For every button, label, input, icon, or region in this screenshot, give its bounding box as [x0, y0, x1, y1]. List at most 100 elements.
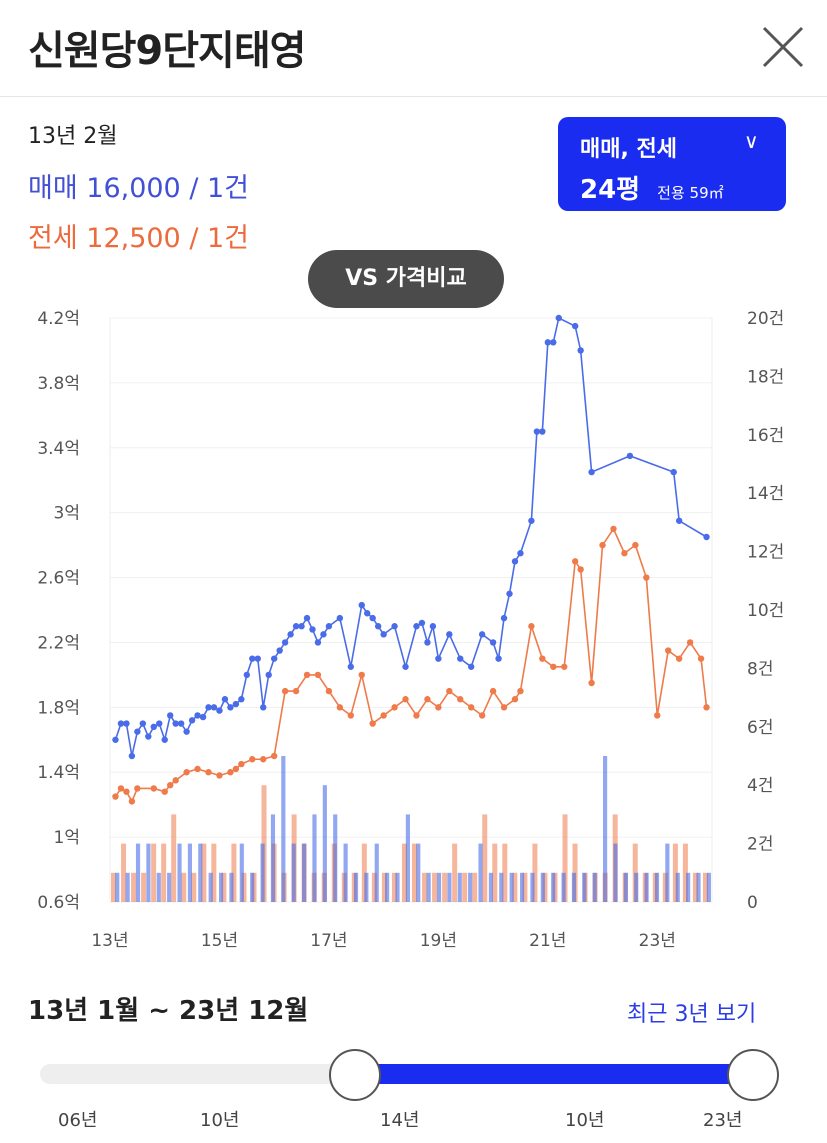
data-point — [571, 322, 579, 330]
slider-tick: 10년 — [565, 1110, 605, 1131]
data-point — [577, 347, 584, 354]
data-point — [468, 704, 475, 711]
range-slider-start-handle[interactable] — [329, 1049, 381, 1101]
data-point — [577, 566, 584, 573]
recent-3-years-link[interactable]: 최근 3년 보기 — [627, 1002, 757, 1027]
page-title: 신원당9단지태영 — [28, 28, 306, 74]
sale-volume-bar — [478, 843, 483, 902]
data-point — [550, 663, 557, 670]
summary-rent: 전세 12,500 / 1건 — [28, 223, 250, 254]
data-point — [303, 671, 311, 679]
data-point — [380, 631, 387, 638]
sale-volume-bar — [353, 872, 359, 902]
y-right-tick-label: 20건 — [747, 309, 784, 329]
data-point — [358, 671, 365, 679]
data-point — [314, 671, 322, 679]
trade-type-selector[interactable]: 매매, 전세 ∨ 24평 전용 59㎡ — [558, 117, 786, 211]
data-point — [391, 623, 398, 630]
sale-volume-bar — [623, 872, 628, 902]
pyeong-label: 24평 전용 59㎡ — [580, 169, 724, 206]
series-line-rent — [114, 527, 708, 804]
y-left-tick-label: 1억 — [54, 828, 80, 848]
data-point — [495, 655, 502, 662]
rent-volume-bar — [161, 843, 167, 902]
sale-volume-bar — [654, 872, 660, 902]
data-point — [561, 663, 568, 670]
rent-volume-bar — [452, 843, 458, 902]
y-left-tick-label: 0.6억 — [37, 893, 80, 913]
data-point — [276, 647, 283, 654]
rent-volume-bar — [111, 872, 117, 902]
data-point — [221, 696, 229, 703]
rent-volume-bar — [512, 872, 518, 902]
rent-volume-bar — [151, 843, 157, 902]
data-point — [539, 655, 546, 662]
sale-volume-bar — [426, 872, 431, 902]
data-point — [238, 760, 245, 768]
header: 신원당9단지태영 — [0, 0, 827, 97]
data-point — [654, 712, 661, 719]
data-point — [336, 704, 344, 711]
data-point — [117, 720, 125, 727]
data-point — [303, 614, 311, 622]
sale-volume-bar — [302, 843, 307, 902]
data-point — [227, 769, 234, 776]
data-point — [511, 696, 519, 703]
data-point — [172, 777, 179, 784]
data-point — [216, 707, 223, 714]
data-point — [517, 550, 524, 557]
data-point — [533, 428, 541, 435]
sale-volume-bar — [250, 872, 255, 902]
data-point — [435, 655, 442, 662]
data-point — [232, 765, 240, 773]
y-left-tick-label: 2.2억 — [37, 633, 80, 653]
data-point — [588, 468, 595, 476]
data-point — [336, 614, 344, 622]
data-point — [161, 788, 168, 795]
rent-volume-bar — [141, 872, 147, 902]
data-point — [156, 720, 163, 727]
sale-volume-bar — [561, 872, 566, 902]
y-right-tick-label: 12건 — [747, 543, 784, 563]
data-point — [418, 619, 426, 627]
rent-volume-bar — [241, 872, 247, 902]
sale-volume-bar — [457, 872, 462, 902]
data-point — [150, 723, 157, 730]
sale-volume-bar — [540, 872, 545, 902]
data-point — [369, 614, 376, 622]
data-point — [260, 704, 267, 711]
data-point — [632, 541, 639, 549]
sale-volume-bar — [146, 843, 151, 902]
data-point — [128, 752, 136, 760]
vs-compare-button[interactable]: VS 가격비교 — [308, 250, 504, 308]
data-point — [134, 728, 141, 735]
range-slider-end-handle[interactable] — [727, 1049, 779, 1101]
rent-volume-bar — [181, 872, 187, 902]
rent-volume-bar — [381, 872, 387, 902]
data-point — [314, 639, 322, 646]
data-point — [675, 655, 683, 662]
data-point — [161, 736, 168, 743]
rent-volume-bar — [371, 872, 377, 902]
slider-tick: 14년 — [380, 1110, 420, 1131]
data-point — [112, 793, 119, 800]
data-point — [188, 717, 196, 724]
rent-volume-bar — [482, 814, 488, 902]
y-right-tick-label: 4건 — [747, 776, 773, 796]
sale-volume-bar — [696, 872, 701, 902]
data-point — [571, 558, 579, 565]
data-point — [347, 712, 354, 719]
data-point — [670, 468, 677, 476]
data-point — [205, 704, 212, 711]
rent-volume-bar — [562, 814, 568, 902]
data-point — [643, 574, 650, 581]
sale-volume-bar — [416, 843, 421, 902]
x-tick-label: 17년 — [310, 931, 347, 951]
data-point — [550, 339, 557, 346]
data-point — [281, 687, 289, 695]
close-icon[interactable] — [760, 24, 806, 70]
rent-volume-bar — [171, 814, 177, 902]
sale-volume-bar — [686, 872, 691, 902]
sale-volume-bar — [281, 756, 286, 902]
data-point — [435, 704, 442, 711]
